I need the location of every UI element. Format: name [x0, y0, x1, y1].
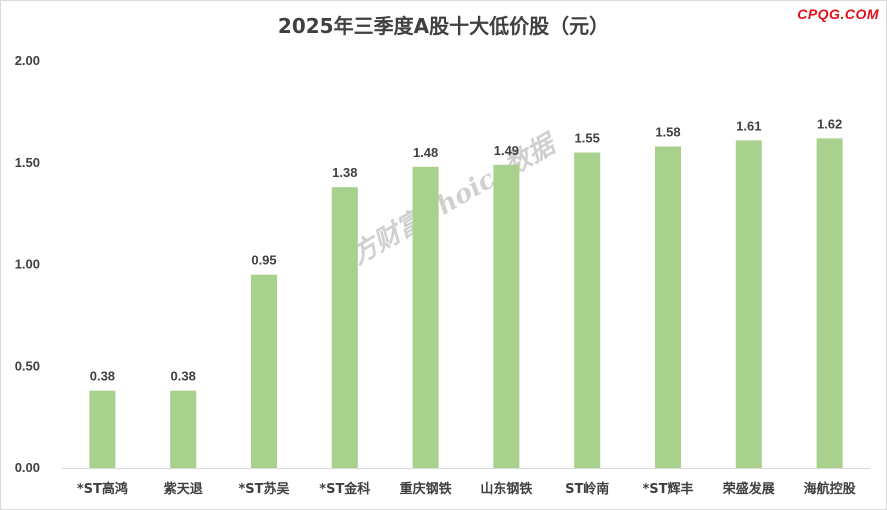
data-label: 1.55 [575, 131, 600, 146]
bar [574, 152, 601, 468]
bar [412, 166, 439, 468]
y-tick-label: 2.00 [15, 53, 40, 68]
bar [655, 146, 681, 468]
x-tick-label: *ST高鸿 [77, 481, 128, 497]
x-tick-label: *ST苏吴 [238, 481, 289, 497]
y-tick-label: 1.00 [15, 257, 40, 272]
bar [493, 164, 520, 468]
bar [89, 390, 116, 468]
bar [816, 138, 843, 468]
x-tick-label: 紫天退 [164, 481, 203, 497]
x-tick-label: *ST辉丰 [642, 481, 693, 497]
y-tick-label: 0.50 [15, 358, 40, 373]
data-label: 0.95 [251, 253, 276, 268]
bar [170, 390, 197, 468]
brand-logo: CPQG.COM [797, 6, 879, 22]
bar [331, 187, 358, 469]
chart-title: 2025年三季度A股十大低价股（元） [277, 14, 610, 38]
bar [251, 274, 277, 468]
x-tick-label: ST岭南 [565, 481, 609, 497]
data-label: 1.58 [655, 124, 680, 139]
data-label: 1.62 [817, 116, 842, 131]
x-tick-label: 荣盛发展 [722, 481, 776, 497]
bar [735, 140, 762, 469]
x-tick-label: 海航控股 [804, 481, 856, 497]
x-tick-label: 山东钢铁 [480, 481, 532, 497]
data-label: 0.38 [171, 369, 196, 384]
data-label: 1.48 [413, 145, 438, 160]
data-label: 1.49 [494, 143, 519, 158]
x-tick-label: *ST金科 [319, 481, 370, 497]
y-tick-label: 1.50 [15, 155, 40, 170]
data-label: 1.61 [736, 118, 761, 133]
y-tick-label: 0.00 [15, 460, 40, 475]
x-tick-label: 重庆钢铁 [400, 481, 452, 497]
data-label: 1.38 [332, 165, 357, 180]
data-label: 0.38 [90, 369, 115, 384]
